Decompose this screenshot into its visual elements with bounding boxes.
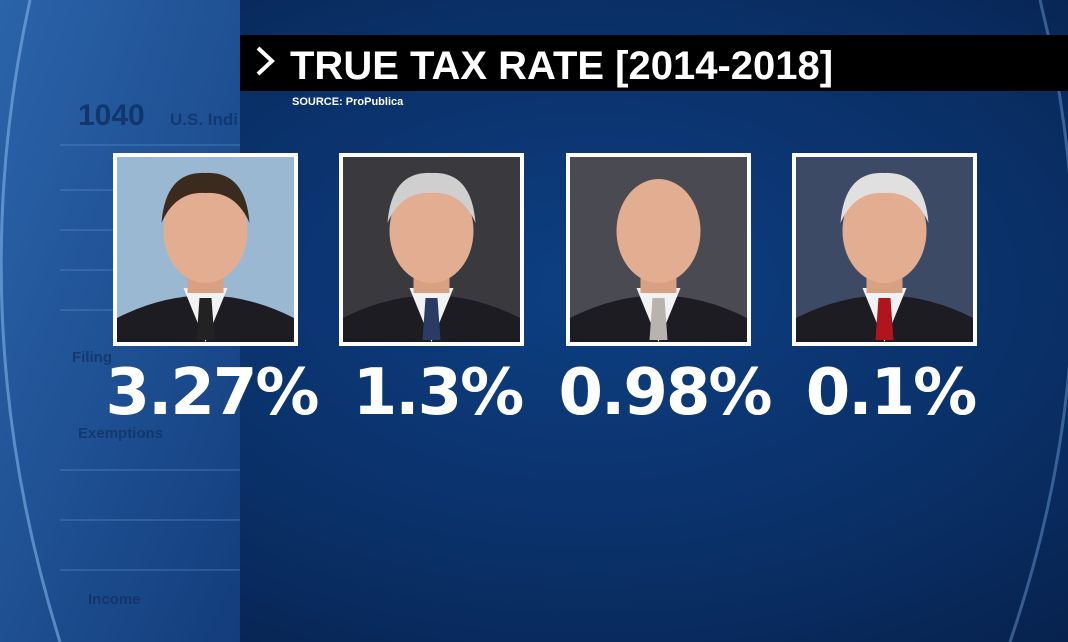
tie — [875, 298, 894, 340]
face — [616, 179, 701, 283]
hair — [387, 172, 476, 223]
form-title: U.S. Indi — [170, 110, 238, 129]
face — [163, 179, 248, 283]
title-bar — [240, 35, 1068, 91]
face — [842, 179, 927, 283]
form-label: Filing — [72, 349, 112, 366]
title: TRUE TAX RATE [2014-2018] — [290, 44, 833, 88]
tax-rate: 0.1% — [806, 356, 976, 430]
tie — [422, 298, 441, 340]
tax-rate: 3.27% — [105, 356, 318, 430]
portraits: 3.27% 1.3% 0.98% 0.1% — [105, 153, 978, 430]
portrait — [792, 153, 977, 346]
hair — [840, 172, 929, 223]
hair — [161, 172, 250, 223]
form-label: Income — [88, 591, 141, 608]
form-label: Exemptions — [78, 425, 163, 442]
tie — [649, 298, 668, 340]
source: SOURCE: ProPublica — [292, 96, 404, 108]
chevron — [256, 46, 275, 76]
tax-rate: 1.3% — [353, 356, 523, 430]
tie — [196, 298, 215, 340]
arc — [0, 0, 62, 642]
face — [389, 179, 474, 283]
portrait — [113, 153, 298, 346]
form-number: 1040 — [78, 99, 145, 132]
portrait — [339, 153, 524, 346]
portrait — [566, 153, 751, 346]
tax-rate: 0.98% — [558, 356, 771, 430]
